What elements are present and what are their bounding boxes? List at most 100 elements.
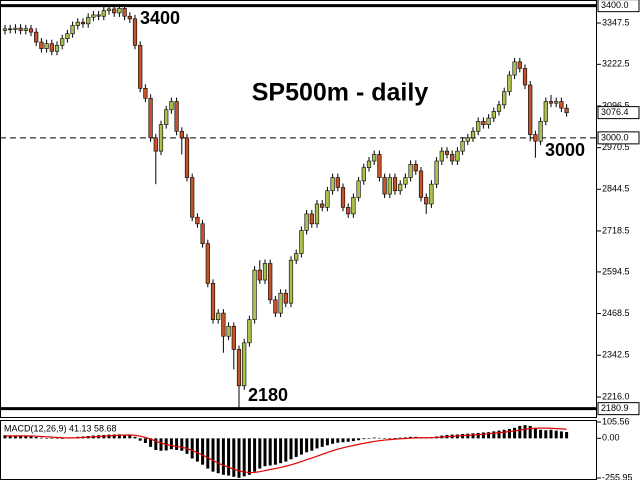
candle-body — [481, 121, 486, 125]
candle-body — [361, 167, 366, 182]
candle-body — [460, 140, 465, 152]
macd-bar — [533, 428, 537, 439]
candle-body — [496, 104, 502, 112]
y-tick-label: 2216.0 — [602, 391, 630, 401]
candle-body — [418, 170, 424, 198]
macd-bar — [565, 431, 569, 439]
macd-bar — [336, 438, 340, 443]
candle-body — [75, 21, 80, 26]
level-label: 2180.9 — [601, 403, 629, 413]
macd-bar — [247, 438, 251, 475]
macd-bar — [175, 438, 179, 450]
macd-bar — [299, 438, 303, 455]
candle-body — [190, 177, 195, 218]
level-label-box — [597, 0, 640, 13]
level-label: 3000.0 — [601, 132, 629, 142]
candle-body — [132, 18, 138, 46]
candle-body — [242, 342, 247, 387]
macd-bar — [60, 438, 64, 439]
candle-body — [548, 101, 554, 104]
candle-body — [356, 180, 361, 198]
price-pane-frame — [0, 0, 597, 418]
candle-body — [413, 164, 418, 172]
candle-body — [340, 187, 346, 208]
macd-tick-label: 0.00 — [602, 433, 620, 443]
candle-body — [143, 87, 148, 99]
candle-body — [184, 137, 190, 178]
macd-bar — [518, 425, 522, 439]
macd-bar — [367, 438, 371, 439]
y-tick-label: 3096.5 — [602, 100, 630, 110]
macd-bar — [409, 436, 413, 439]
candle-body — [210, 283, 216, 320]
macd-bar — [221, 438, 225, 475]
candle-body — [533, 134, 538, 142]
candle-body — [450, 154, 455, 162]
candle-body — [366, 160, 372, 168]
macd-bar — [201, 438, 205, 465]
macd-bar — [258, 438, 262, 469]
macd-bar — [128, 434, 132, 439]
candle-body — [101, 10, 106, 17]
macd-bar — [190, 438, 194, 459]
candle-body — [226, 326, 231, 337]
candle-body — [70, 25, 75, 35]
macd-bar — [393, 438, 397, 439]
candle-body — [39, 41, 44, 49]
macd-bar — [320, 438, 324, 447]
candle-body — [179, 130, 184, 139]
macd-bar — [133, 436, 137, 439]
annotation: 3400 — [140, 8, 180, 28]
candle-body — [257, 269, 262, 281]
candle-body — [247, 319, 252, 344]
macd-bar — [377, 437, 381, 439]
candle-body — [205, 243, 210, 284]
macd-bar — [507, 429, 511, 439]
candle-body — [554, 101, 559, 104]
candle-body — [470, 130, 476, 139]
candle-body — [112, 8, 117, 14]
candle-body — [346, 206, 351, 215]
macd-bar — [284, 438, 288, 462]
candle-body — [335, 177, 340, 188]
y-tick-label: 3347.5 — [602, 17, 630, 27]
candle-body — [122, 7, 127, 17]
macd-bar — [544, 430, 548, 439]
macd-bar — [294, 438, 298, 457]
candle-body — [476, 121, 481, 132]
macd-bar — [13, 435, 17, 439]
macd-bar — [357, 438, 361, 441]
macd-bar — [253, 438, 257, 472]
candle-body — [96, 14, 101, 17]
y-tick-label: 2342.5 — [602, 350, 630, 360]
candle-body — [127, 15, 132, 20]
candle-body — [403, 177, 408, 185]
macd-bar — [19, 435, 23, 439]
candle-body — [153, 137, 158, 152]
macd-bar — [55, 438, 59, 439]
candle-body — [512, 61, 517, 76]
macd-bar — [341, 438, 345, 443]
candle-body — [221, 312, 226, 337]
annotation: 3000 — [545, 140, 585, 160]
candle-body — [351, 197, 356, 215]
candle-body — [268, 263, 273, 301]
candle-body — [517, 61, 522, 69]
candle-body — [195, 216, 200, 225]
candle-body — [522, 68, 528, 86]
macd-bar — [492, 431, 496, 439]
candle-body — [398, 183, 403, 192]
macd-bar — [497, 430, 501, 439]
candle-body — [44, 43, 49, 49]
macd-bar — [528, 425, 532, 439]
candle-body — [49, 43, 54, 52]
macd-bar — [502, 429, 506, 439]
candle-body — [382, 177, 387, 195]
candle-body — [502, 91, 507, 106]
candle-body — [320, 203, 325, 208]
candle-body — [408, 164, 413, 178]
macd-bar — [273, 438, 277, 465]
candle-body — [314, 203, 320, 225]
candle-body — [392, 177, 398, 192]
